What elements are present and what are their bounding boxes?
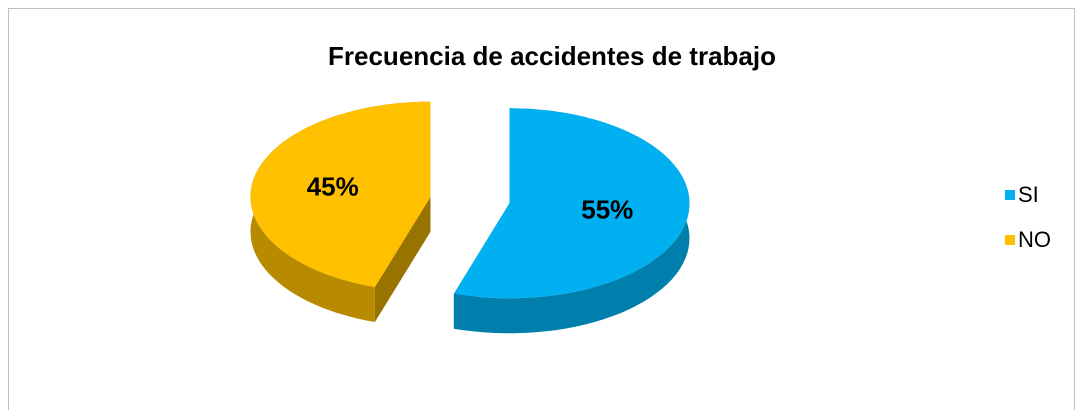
- slice-cut-face: [374, 196, 431, 322]
- legend-label: SI: [1018, 182, 1039, 207]
- data-label: 55%: [581, 194, 633, 224]
- legend-swatch: [1005, 235, 1015, 245]
- slice: [250, 101, 431, 287]
- legend-swatch: [1005, 190, 1015, 200]
- slice: [453, 108, 690, 299]
- chart-title: Frecuencia de accidentes de trabajo: [328, 41, 776, 71]
- legend-label: NO: [1018, 227, 1051, 252]
- data-label: 45%: [307, 171, 359, 201]
